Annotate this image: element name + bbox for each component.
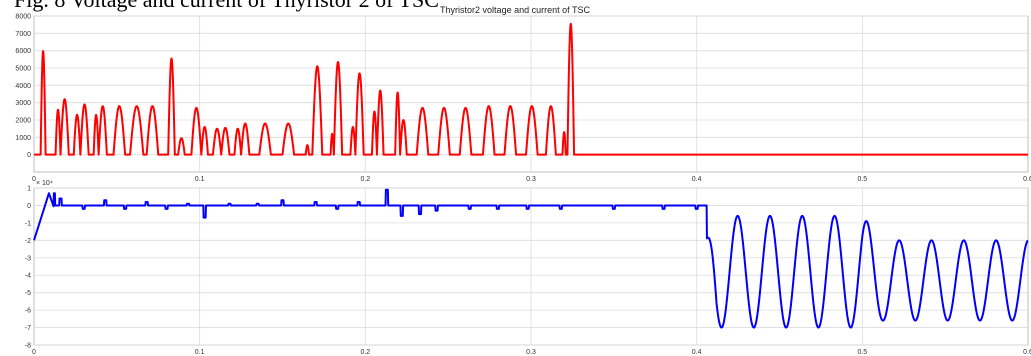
voltage-plot-y-tick-label: 5000 (15, 66, 31, 73)
voltage-plot-x-tick-label: 0.4 (692, 176, 702, 183)
current-plot-y-tick-label: 1 (27, 186, 31, 193)
voltage-plot-y-tick-label: 6000 (15, 48, 31, 55)
current-plot-y-tick-label: -1 (25, 220, 31, 227)
voltage-plot-x-tick-label: 0.1 (195, 176, 205, 183)
voltage-plot-x-tick-label: 0.2 (360, 176, 370, 183)
voltage-series-line (33, 22, 1029, 156)
figure-caption-strip: Fig. 8 Voltage and current of Thyristor … (0, 0, 1031, 14)
current-plot-y-tick-label: -6 (25, 308, 31, 315)
current-plot-y-tick-label: -8 (25, 343, 31, 350)
current-plot-x-tick-label: 0 (32, 349, 36, 356)
current-plot-x-tick-label: 0.3 (526, 349, 536, 356)
voltage-plot-x-tick-label: 0.3 (526, 176, 536, 183)
figure-caption: Fig. 8 Voltage and current of Thyristor … (14, 0, 439, 13)
current-plot-x-tick-label: 0.4 (692, 349, 702, 356)
current-plot-x-tick-label: 0.1 (195, 349, 205, 356)
voltage-plot-y-tick-label: 8000 (15, 14, 31, 21)
current-plot-multiplier: × 10⁴ (36, 180, 53, 187)
current-plot-x-tick-label: 0.6 (1023, 349, 1031, 356)
voltage-plot-x-tick-label: 0 (32, 176, 36, 183)
voltage-plot-y-tick-label: 7000 (15, 31, 31, 38)
voltage-plot: Thyristor2 voltage and current of TSC 0 0… (15, 5, 1031, 183)
current-plot-y-tick-label: -4 (25, 273, 31, 280)
voltage-plot-title: Thyristor2 voltage and current of TSC (440, 5, 590, 15)
current-plot-y-tick-label: -3 (25, 255, 31, 262)
voltage-plot-y-tick-label: 2000 (15, 118, 31, 125)
current-plot: 0 0.1 0.2 0.3 0.4 0.5 0.6 1 0 -1 -2 -3 -4 -5 -6 -7 -8 × 1… (25, 180, 1031, 356)
voltage-plot-y-tick-label: 4000 (15, 83, 31, 90)
current-plot-y-tick-label: -5 (25, 290, 31, 297)
voltage-plot-x-tick-label: 0.5 (857, 176, 867, 183)
current-plot-x-tick-label: 0.2 (360, 349, 370, 356)
current-plot-y-tick-label: -2 (25, 238, 31, 245)
voltage-plot-x-tick-label: 0.6 (1023, 176, 1031, 183)
voltage-plot-y-tick-label: 1000 (15, 135, 31, 142)
voltage-plot-y-tick-label: 0 (27, 152, 31, 159)
current-plot-y-tick-label: -7 (25, 325, 31, 332)
current-series-line (33, 188, 1029, 329)
current-plot-y-tick-label: 0 (27, 203, 31, 210)
voltage-plot-y-tick-label: 3000 (15, 100, 31, 107)
current-plot-x-tick-label: 0.5 (857, 349, 867, 356)
